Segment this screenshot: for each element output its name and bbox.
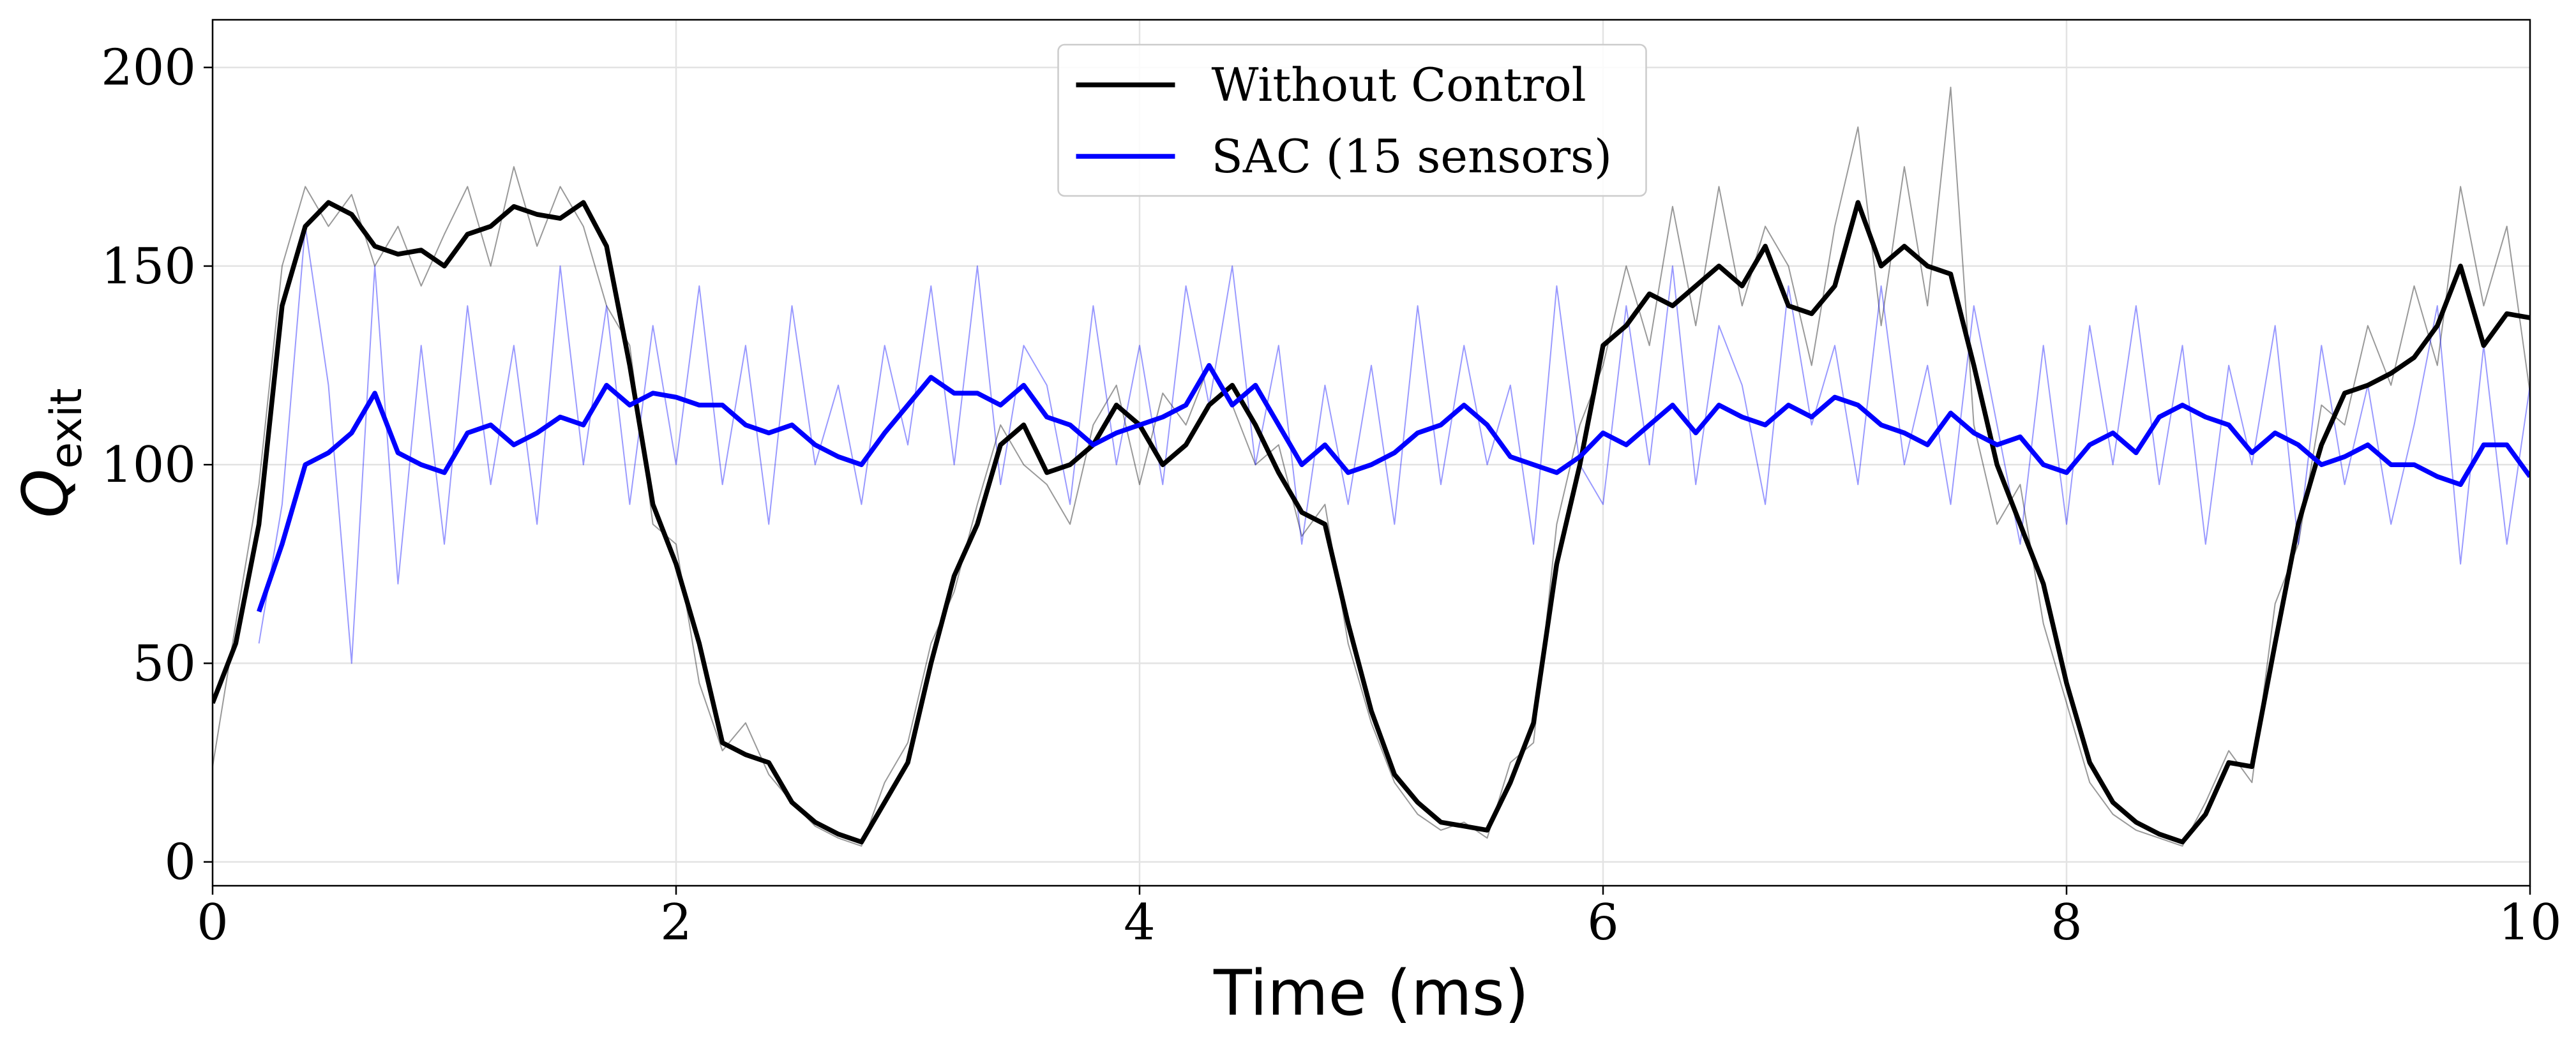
x-tick-label: 4 <box>1124 894 1156 951</box>
x-tick-label: 2 <box>660 894 692 951</box>
y-tick-label: 0 <box>164 834 196 891</box>
raw-series-line <box>258 225 2530 664</box>
series-line <box>257 362 2530 613</box>
x-axis-label: Time (ms) <box>1213 957 1529 1030</box>
y-axis-label: Qexit <box>10 388 92 518</box>
series-line <box>213 200 2530 845</box>
y-tick-label: 100 <box>101 436 196 494</box>
x-tick-label: 0 <box>197 894 229 951</box>
x-tick-label: 8 <box>2051 894 2083 951</box>
plot-frame <box>211 19 2531 887</box>
x-tick-label: 10 <box>2498 894 2561 951</box>
y-axis-label-main: Q <box>10 469 82 518</box>
y-axis-label-subscript: exit <box>41 388 92 468</box>
y-tick-label: 150 <box>101 238 196 295</box>
x-tick-label: 6 <box>1587 894 1619 951</box>
legend-label: SAC (15 sensors) <box>1212 130 1613 183</box>
legend-box <box>1057 43 1647 197</box>
legend-label: Without Control <box>1212 58 1586 112</box>
raw-series-line <box>213 86 2530 847</box>
y-tick-label: 50 <box>133 635 196 692</box>
y-tick-label: 200 <box>101 40 196 97</box>
